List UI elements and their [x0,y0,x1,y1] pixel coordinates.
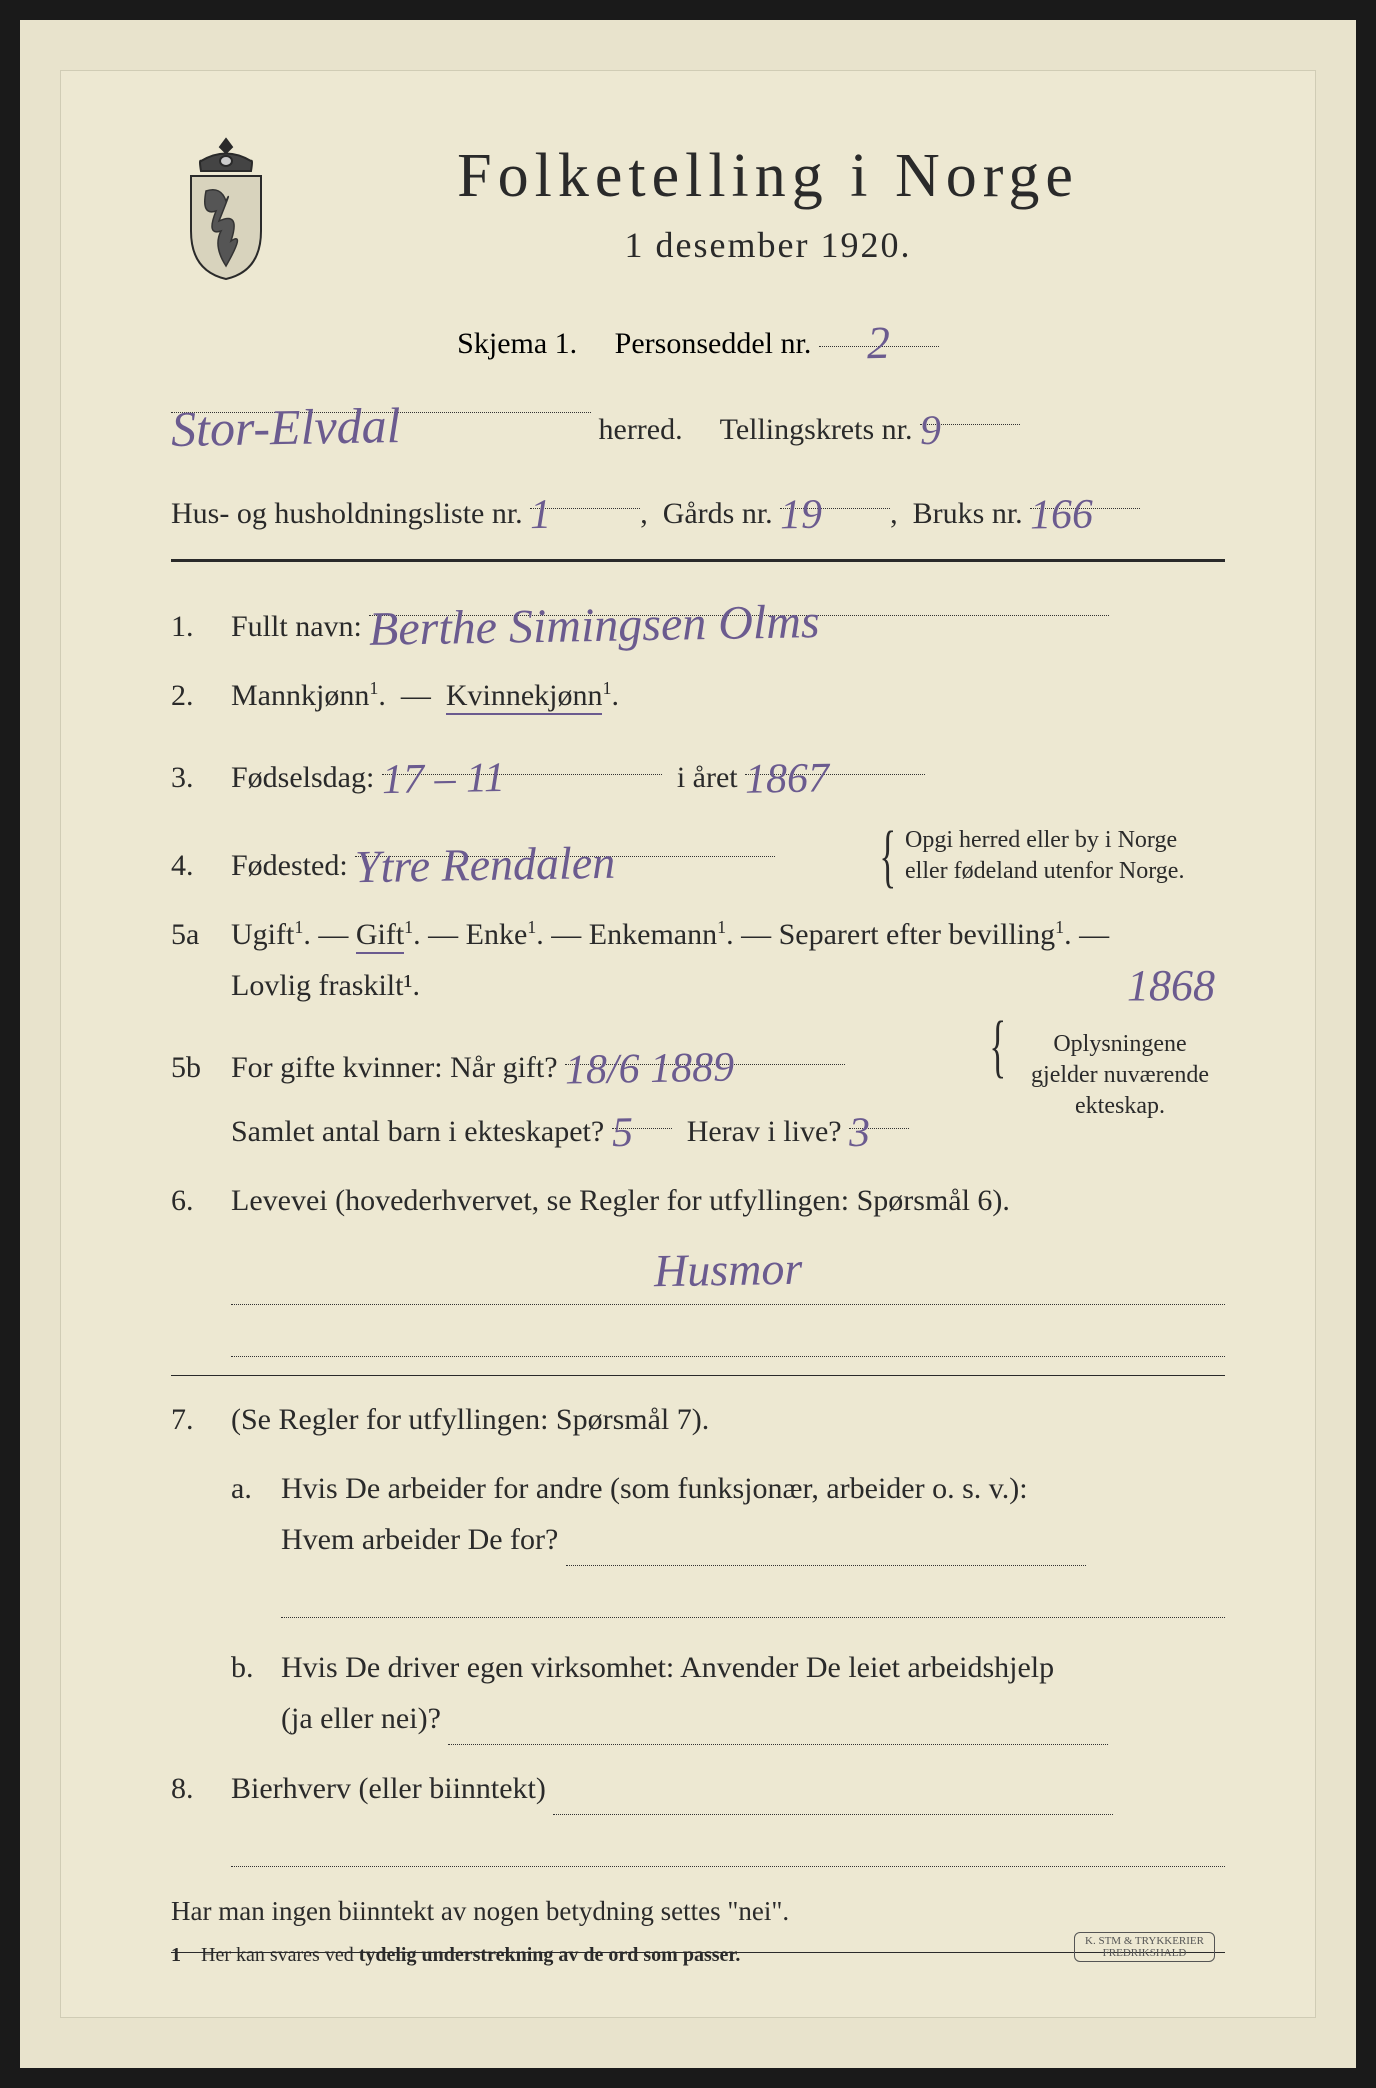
q5b-note: Oplysningene gjelder nuværende ekteskap. [1015,1029,1225,1157]
scan-page: Folketelling i Norge 1 desember 1920. Sk… [20,20,1356,2068]
krets-label: Tellingskrets nr. [720,413,913,446]
husliste-line: Hus- og husholdningsliste nr. 1 , Gårds … [171,473,1225,541]
sub-title: 1 desember 1920. [311,224,1225,266]
q3-year-label: i året [677,761,738,794]
q5a-line2: Lovlig fraskilt¹. [231,969,420,1002]
husliste-nr: 1 [530,478,552,554]
q7b-l2: (ja eller nei)? [281,1702,441,1735]
q8-row: 8. Bierhverv (eller biinntekt) [171,1763,1225,1867]
q7b-l1: Hvis De driver egen virksomhet: Anvender… [281,1651,1054,1684]
brace-icon: { [880,839,897,874]
skjema-label: Skjema 1. [457,327,577,360]
stamp-l1: K. STM & TRYKKERIER [1085,1935,1204,1947]
q5b-barn: 5 [611,1098,633,1170]
q7a-l2: Hvem arbeider De for? [281,1523,558,1556]
divider [171,559,1225,562]
q8-label: Bierhverv (eller biinntekt) [231,1772,546,1805]
header: Folketelling i Norge 1 desember 1920. [171,131,1225,281]
q3-num: 3. [171,752,231,803]
q6-value: Husmor [653,1230,803,1311]
note-below: Har man ingen biinntekt av nogen betydni… [171,1887,1225,1936]
q5b-row: 5b For gifte kvinner: Når gift? 18/6 188… [171,1029,1225,1157]
q2-kvinne: Kvinnekjønn [446,679,603,715]
q4-note: Opgi herred eller by i Norge eller fødel… [905,825,1225,887]
q7-row: 7. (Se Regler for utfyllingen: Spørsmål … [171,1394,1225,1745]
title-block: Folketelling i Norge 1 desember 1920. [311,131,1225,266]
q4-note-l1: Opgi herred eller by i Norge [905,827,1177,853]
bruks-label: Bruks nr. [913,497,1023,530]
brace-icon-2: { [990,1029,1007,1157]
divider-thin [171,1375,1225,1376]
q2-num: 2. [171,670,231,721]
q3-day: 17 – 11 [381,743,505,817]
q1-row: 1. Fullt navn: Berthe Simingsen Olms [171,580,1225,652]
q2-row: 2. Mannkjønn1. — Kvinnekjønn1. [171,670,1225,721]
q6-label: Levevei (hovederhvervet, se Regler for u… [231,1184,1010,1217]
q3-label: Fødselsdag: [231,761,374,794]
skjema-line: Skjema 1. Personseddel nr. 2 [171,311,1225,361]
krets-nr: 9 [919,394,941,470]
q5b-note-l1: Oplysningene [1053,1031,1186,1057]
q7a-l1: Hvis De arbeider for andre (som funksjon… [281,1472,1028,1505]
q5a-row: 5a Ugift1. — Gift1. — Enke1. — Enkemann1… [171,909,1225,1011]
q6-num: 6. [171,1175,231,1226]
q7-intro: (Se Regler for utfyllingen: Spørsmål 7). [231,1403,709,1436]
printer-stamp: K. STM & TRYKKERIER FREDRIKSHALD [1074,1932,1215,1962]
q4-label: Fødested: [231,849,348,882]
q5b-note-l2: gjelder nuværende [1031,1062,1209,1088]
q5b-l2b: Herav i live? [687,1115,842,1148]
q5b-l1a: For gifte kvinner: Når gift? [231,1051,558,1084]
q4-value: Ytre Rendalen [355,824,617,907]
q5b-num: 5b [171,1042,231,1093]
q3-year: 1867 [745,743,830,816]
footnote: 1 Her kan svares ved tydelig understrekn… [171,1944,740,1967]
personseddel-label: Personseddel nr. [615,327,812,360]
q1-num: 1. [171,601,231,652]
footnote-text-b: tydelig understrekning av de ord som pas… [359,1944,741,1966]
stamp-l2: FREDRIKSHALD [1103,1947,1187,1959]
q4-row: 4. Fødested: Ytre Rendalen { Opgi herred… [171,821,1225,891]
q5b-note-l3: ekteskap. [1075,1093,1165,1119]
herred-name: Stor-Elvdal [170,380,401,474]
gards-label: Gårds nr. [663,497,773,530]
footnote-num: 1 [171,1944,181,1966]
herred-line: Stor-Elvdal herred. Tellingskrets nr. 9 [171,377,1225,457]
q7a-label: a. [231,1463,281,1618]
document-sheet: Folketelling i Norge 1 desember 1920. Sk… [60,70,1316,2018]
coat-of-arms-icon [171,131,281,281]
main-title: Folketelling i Norge [311,141,1225,212]
q5a-num: 5a [171,909,231,960]
q8-num: 8. [171,1763,231,1814]
personseddel-nr: 2 [867,316,891,369]
q1-value: Berthe Simingsen Olms [369,581,821,670]
gards-nr: 19 [780,478,823,554]
q5a-opts: Ugift1. — Gift1. — Enke1. — Enkemann1. —… [231,918,1109,951]
q5b-live: 3 [848,1098,870,1170]
q7-num: 7. [171,1394,231,1445]
footnote-text-a: Her kan svares ved [201,1944,359,1966]
q4-note-l2: eller fødeland utenfor Norge. [905,858,1184,884]
husliste-label: Hus- og husholdningsliste nr. [171,497,523,530]
q4-num: 4. [171,840,231,891]
q7b-label: b. [231,1642,281,1745]
q5b-l2a: Samlet antal barn i ekteskapet? [231,1115,604,1148]
q1-label: Fullt navn: [231,610,362,643]
q6-row: 6. Levevei (hovederhvervet, se Regler fo… [171,1175,1225,1357]
q3-row: 3. Fødselsdag: 17 – 11 i året 1867 [171,739,1225,803]
q2-mann: Mannkjønn [231,679,369,712]
q5a-margin-hw: 1868 [1127,949,1215,1024]
herred-label: herred. [599,413,683,446]
bruks-nr: 166 [1030,477,1094,554]
